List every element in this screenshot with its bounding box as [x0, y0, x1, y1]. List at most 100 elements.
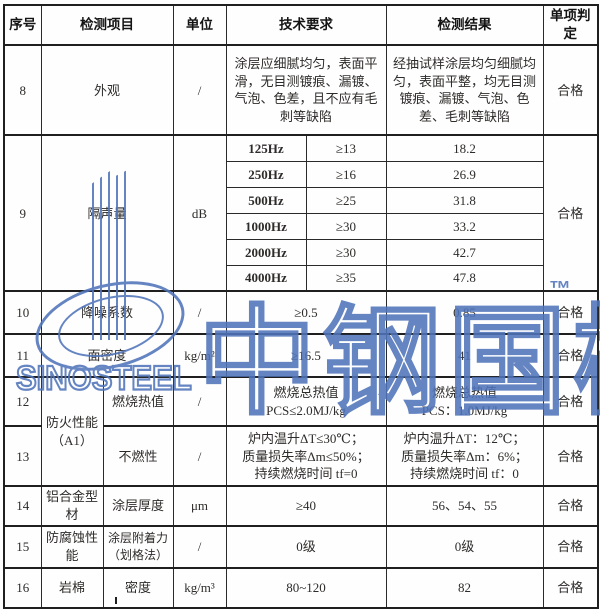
row10-unit: /	[172, 290, 227, 336]
req-line: 燃烧总热值	[273, 385, 339, 401]
row14-requirement: ≥40	[225, 485, 387, 527]
row16-item: 密度	[102, 566, 174, 609]
row16-no: 16	[3, 566, 42, 609]
header-no: 序号	[3, 3, 42, 47]
row9-item: 隔声量	[40, 134, 174, 292]
freq-label: 4000Hz	[225, 264, 307, 292]
table-row-9-freq-125: 9 隔声量 dB 125Hz ≥13 18.2 合格	[3, 134, 599, 292]
row16-result: 82	[385, 566, 544, 609]
row8-verdict: 合格	[542, 44, 599, 137]
freq-req: ≥35	[305, 264, 387, 292]
next-row-border-stub	[115, 597, 117, 604]
inspection-table: 序号 检测项目 单位 技术要求 检测结果 单项判定 8 外观 / 涂层应细腻均匀…	[3, 3, 599, 609]
freq-label: 125Hz	[225, 134, 307, 162]
result-line: PCS：1.0MJ/kg	[421, 402, 508, 418]
row13-no: 13	[3, 425, 42, 488]
row9-verdict: 合格	[542, 134, 599, 292]
freq-req: ≥30	[305, 212, 387, 240]
row16-verdict: 合格	[542, 566, 599, 609]
req-line: 持续燃烧时间 tf=0	[254, 466, 358, 482]
row12-unit: /	[172, 376, 227, 428]
row16-requirement: 80~120	[225, 566, 387, 609]
header-verdict: 单项判定	[542, 3, 599, 47]
row10-no: 10	[3, 290, 42, 336]
freq-result: 18.2	[385, 134, 544, 162]
table-row-12: 12 防火性能（A1） 燃烧热值 / 燃烧总热值 PCS≤2.0MJ/kg 燃烧…	[3, 376, 599, 488]
result-line: 炉内温升ΔT：12℃；	[403, 431, 526, 447]
freq-req: ≥13	[305, 134, 387, 162]
freq-result: 47.8	[385, 264, 544, 292]
row11-no: 11	[3, 333, 42, 379]
row12-result: 燃烧总热值 PCS：1.0MJ/kg	[385, 376, 544, 428]
table-row-14: 14 铝合金型材 涂层厚度 μm ≥40 56、54、55 合格	[3, 485, 599, 527]
row13-unit: /	[172, 425, 227, 488]
row10-item: 降噪系数	[40, 290, 174, 336]
row14-group: 铝合金型材	[40, 485, 104, 527]
row14-verdict: 合格	[542, 485, 599, 527]
freq-label: 1000Hz	[225, 212, 307, 240]
table-row-10: 10 降噪系数 / ≥0.5 0.85 合格	[3, 290, 599, 336]
header-result: 检测结果	[385, 3, 544, 47]
row12-requirement: 燃烧总热值 PCS≤2.0MJ/kg	[225, 376, 387, 428]
table-row-16: 16 岩棉 密度 kg/m³ 80~120 82 合格	[3, 566, 599, 609]
row15-item: 涂层附着力（划格法）	[102, 524, 174, 569]
freq-result: 31.8	[385, 186, 544, 214]
row11-verdict: 合格	[542, 333, 599, 379]
row13-result: 炉内温升ΔT：12℃； 质量损失率Δm：6%； 持续燃烧时间 tf：0	[385, 425, 544, 488]
row8-no: 8	[3, 44, 42, 137]
row9-no: 9	[3, 134, 42, 292]
table-row-9-freq-2000: 2000Hz ≥30 42.7	[4, 238, 598, 266]
row16-unit: kg/m³	[172, 566, 227, 609]
freq-result: 33.2	[385, 212, 544, 240]
row8-item: 外观	[40, 44, 174, 137]
row12-group: 防火性能（A1）	[40, 376, 104, 488]
row12-item: 燃烧热值	[102, 376, 174, 428]
table-row-11: 11 面密度 kg/m² ≥16.5 41 合格	[3, 333, 599, 379]
row15-requirement: 0级	[225, 524, 387, 569]
header-unit: 单位	[172, 3, 227, 47]
row14-unit: μm	[172, 485, 227, 527]
table-row-15: 15 防腐蚀性能 涂层附着力（划格法） / 0级 0级 合格	[3, 524, 599, 569]
row16-group: 岩棉	[40, 566, 104, 609]
row15-unit: /	[172, 524, 227, 569]
row13-verdict: 合格	[542, 425, 599, 488]
freq-label: 250Hz	[225, 160, 307, 188]
row15-group: 防腐蚀性能	[40, 524, 104, 569]
table-row-13: 13 不燃性 / 炉内温升ΔT≤30℃； 质量损失率Δm≤50%； 持续燃烧时间…	[3, 425, 599, 488]
freq-req: ≥30	[305, 238, 387, 266]
row10-verdict: 合格	[542, 290, 599, 336]
row14-result: 56、54、55	[385, 485, 544, 527]
table-row-9-freq-4000: 4000Hz ≥35 47.8	[4, 264, 598, 292]
row15-verdict: 合格	[542, 524, 599, 569]
row14-no: 14	[3, 485, 42, 527]
next-row-border-stub	[3, 597, 5, 604]
table-row-9-freq-1000: 1000Hz ≥30 33.2	[4, 212, 598, 240]
row15-no: 15	[3, 524, 42, 569]
row12-verdict: 合格	[542, 376, 599, 428]
row11-requirement: ≥16.5	[225, 333, 387, 379]
freq-req: ≥16	[305, 160, 387, 188]
row8-result: 经抽试样涂层均匀细腻均匀，表面平整，均无目测镀痕、漏镀、气泡、色差、毛刺等缺陷	[385, 44, 544, 137]
result-line: 持续燃烧时间 tf：0	[410, 466, 519, 482]
req-line: 炉内温升ΔT≤30℃；	[248, 431, 364, 447]
table-row-9-freq-500: 500Hz ≥25 31.8	[4, 186, 598, 214]
row10-requirement: ≥0.5	[225, 290, 387, 336]
row13-requirement: 炉内温升ΔT≤30℃； 质量损失率Δm≤50%； 持续燃烧时间 tf=0	[225, 425, 387, 488]
freq-result: 26.9	[385, 160, 544, 188]
row9-unit: dB	[172, 134, 227, 292]
result-line: 质量损失率Δm：6%；	[401, 448, 528, 464]
row11-result: 41	[385, 333, 544, 379]
header-row: 序号 检测项目 单位 技术要求 检测结果 单项判定	[3, 3, 599, 47]
freq-req: ≥25	[305, 186, 387, 214]
row10-result: 0.85	[385, 290, 544, 336]
freq-result: 42.7	[385, 238, 544, 266]
freq-label: 500Hz	[225, 186, 307, 214]
row14-item: 涂层厚度	[102, 485, 174, 527]
row12-no: 12	[3, 376, 42, 428]
table-row-8: 8 外观 / 涂层应细腻均匀，表面平滑，无目测镀痕、漏镀、气泡、色差，且不应有毛…	[3, 44, 599, 137]
req-line: PCS≤2.0MJ/kg	[266, 402, 346, 418]
freq-label: 2000Hz	[225, 238, 307, 266]
row8-requirement: 涂层应细腻均匀，表面平滑，无目测镀痕、漏镀、气泡、色差，且不应有毛刺等缺陷	[225, 44, 387, 137]
row8-unit: /	[172, 44, 227, 137]
